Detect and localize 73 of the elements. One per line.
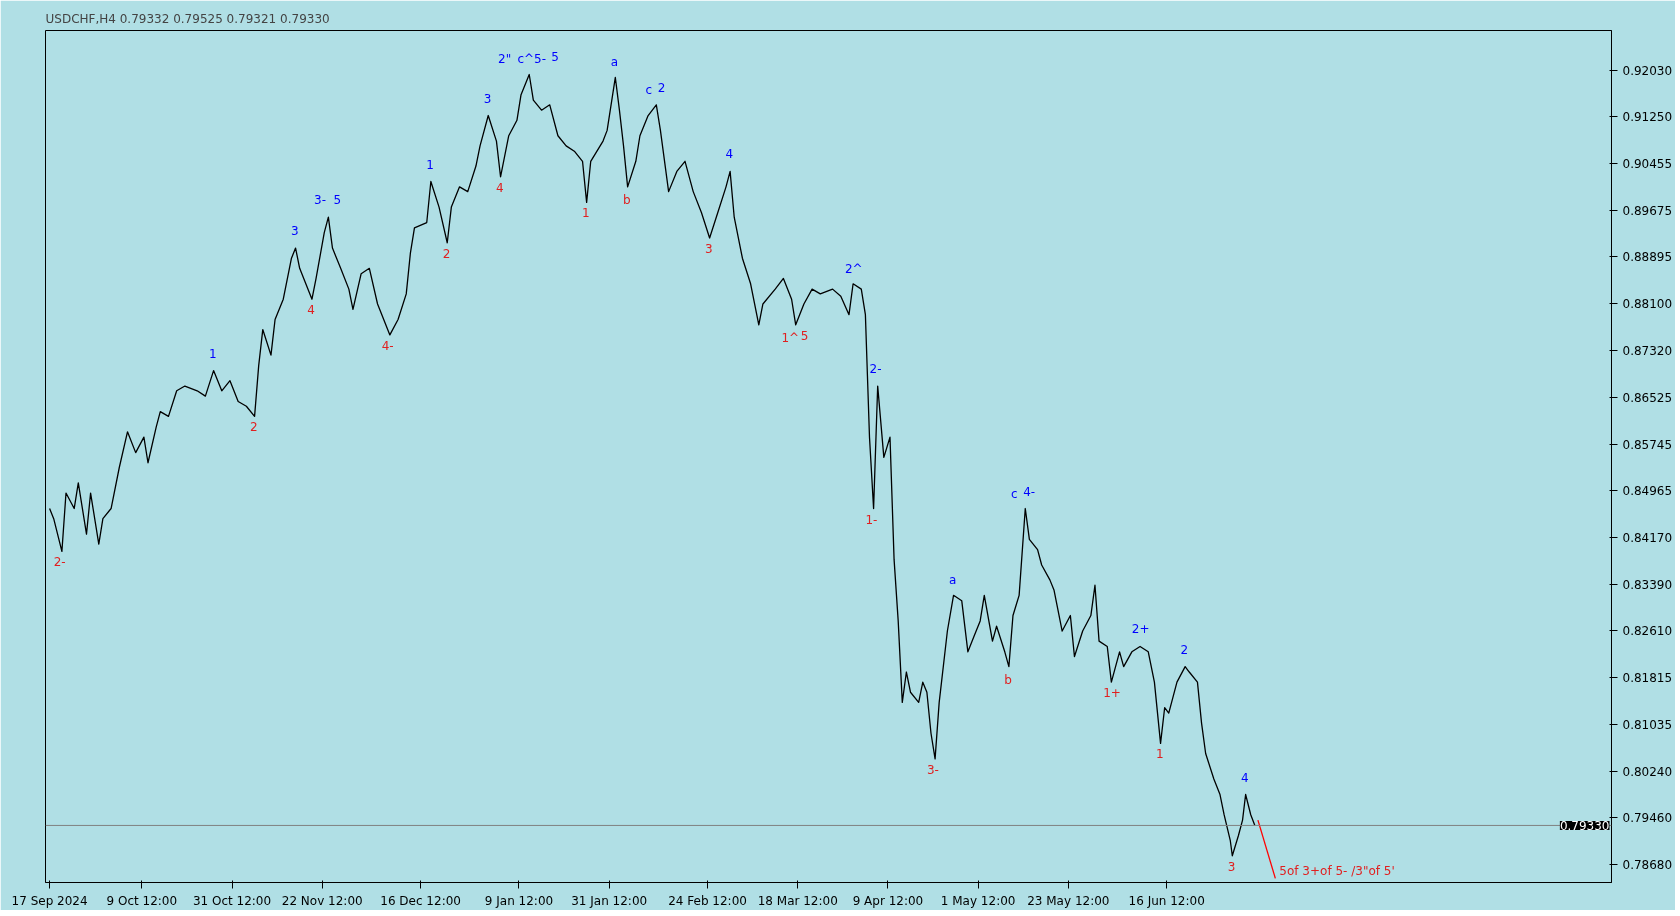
- annotation: 1^: [781, 330, 800, 345]
- annotation: a: [948, 573, 957, 588]
- annotation: 2: [249, 420, 258, 435]
- annotation: 1: [426, 157, 434, 172]
- annotation: 3: [290, 224, 299, 239]
- y-tick-label: 0.89675: [1622, 203, 1673, 218]
- annotation: 2+: [1131, 622, 1150, 637]
- annotation: 2": [498, 52, 512, 67]
- y-tick-label: 0.81035: [1622, 717, 1673, 732]
- x-tick-label: 31 Jan 12:00: [571, 893, 648, 908]
- annotation: 2-: [53, 555, 66, 570]
- annotation: 3: [1227, 859, 1236, 874]
- annotation: 3: [483, 91, 492, 106]
- x-tick-label: 9 Oct 12:00: [106, 893, 178, 908]
- annotation: 2: [657, 80, 666, 95]
- annotation: 4-: [1023, 484, 1036, 499]
- y-tick-label: 0.84170: [1622, 531, 1673, 546]
- y-tick-label: 0.91250: [1622, 110, 1673, 125]
- annotation: c: [1010, 486, 1018, 501]
- annotation: b: [623, 192, 631, 207]
- x-tick-label: 24 Feb 12:00: [668, 893, 747, 908]
- annotation: 1+: [1103, 686, 1121, 701]
- annotation: 3-: [926, 762, 939, 777]
- x-tick-label: 9 Jan 12:00: [484, 893, 554, 908]
- y-tick-label: 0.84965: [1622, 483, 1673, 498]
- annotation: 4: [725, 147, 734, 162]
- ref-line-label: 0.79330: [1559, 818, 1610, 833]
- x-tick-label: 16 Dec 12:00: [380, 893, 461, 908]
- annotation: 2: [442, 246, 451, 261]
- annotation: 5of 3+of 5- /3"of 5': [1279, 864, 1395, 879]
- x-tick-label: 17 Sep 2024: [11, 893, 88, 908]
- annotation: c: [645, 82, 653, 97]
- annotation: 1: [208, 346, 217, 361]
- annotation: 5: [551, 50, 559, 65]
- annotation: 5: [800, 328, 809, 343]
- annotation: 1: [582, 206, 590, 221]
- y-tick-label: 0.79460: [1622, 811, 1673, 826]
- x-tick-label: 18 Mar 12:00: [757, 893, 838, 908]
- x-tick-label: 22 Nov 12:00: [281, 893, 363, 908]
- y-tick-label: 0.90455: [1622, 157, 1673, 172]
- x-tick-label: 23 May 12:00: [1027, 893, 1110, 908]
- annotation: 4: [1241, 770, 1249, 785]
- y-tick-label: 0.83390: [1622, 577, 1673, 592]
- y-tick-label: 0.85745: [1622, 437, 1673, 452]
- y-tick-label: 0.80240: [1622, 764, 1673, 779]
- annotation: a: [610, 55, 619, 70]
- x-tick-label: 9 Apr 12:00: [852, 893, 924, 908]
- annotation: 1-: [865, 512, 878, 527]
- annotation: 5: [333, 193, 342, 208]
- chart-title: USDCHF,H4 0.79332 0.79525 0.79321 0.79330: [45, 11, 330, 26]
- y-tick-label: 0.87320: [1622, 343, 1673, 358]
- y-tick-label: 0.86525: [1622, 391, 1673, 406]
- y-tick-label: 0.78680: [1622, 857, 1673, 872]
- y-tick-label: 0.92030: [1622, 63, 1673, 78]
- annotation: 4: [495, 180, 504, 195]
- annotation: 2-: [869, 362, 882, 377]
- y-tick-label: 0.82610: [1622, 623, 1673, 638]
- line-series: [48, 73, 1256, 857]
- y-tick-label: 0.81815: [1622, 671, 1673, 686]
- annotation: 3-: [314, 193, 327, 208]
- annotation: 2^: [844, 261, 863, 276]
- annotation: 4-: [381, 338, 394, 353]
- annotation: 3: [705, 242, 713, 256]
- annotation: 1: [1155, 747, 1164, 762]
- annotation: c^5-: [517, 52, 547, 67]
- x-tick-label: 16 Jun 12:00: [1128, 893, 1205, 908]
- annotation: 4: [307, 303, 316, 318]
- y-tick-label: 0.88895: [1622, 250, 1673, 265]
- y-tick-label: 0.88100: [1622, 297, 1673, 312]
- x-tick-label: 1 May 12:00: [940, 893, 1016, 908]
- annotation: b: [1004, 672, 1012, 687]
- x-tick-label: 31 Oct 12:00: [192, 893, 272, 908]
- annotation: 2: [1180, 642, 1189, 657]
